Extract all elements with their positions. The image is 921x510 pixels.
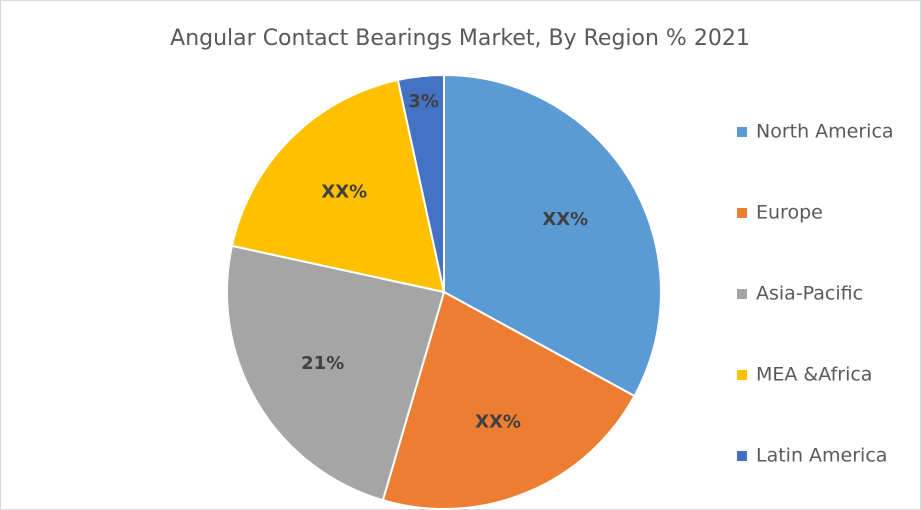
data-label: 21% (301, 353, 344, 374)
legend-label: Asia-Pacific (756, 283, 863, 305)
data-label: XX% (321, 181, 367, 202)
pie-slice (396, 73, 445, 293)
pie-slice (443, 73, 662, 398)
legend-swatch (737, 208, 747, 218)
data-label: XX% (475, 411, 521, 432)
legend-swatch (737, 127, 747, 137)
legend-swatch (737, 289, 747, 299)
pie-slice (230, 78, 446, 294)
chart-title: Angular Contact Bearings Market, By Regi… (170, 26, 750, 51)
legend-swatch (737, 370, 747, 380)
legend-label: Europe (756, 202, 823, 224)
pie-slice (226, 244, 446, 502)
legend-label: MEA &Africa (756, 364, 872, 386)
data-label: XX% (542, 209, 588, 230)
legend-swatch (737, 451, 747, 461)
data-label: 3% (408, 91, 439, 112)
legend-label: North America (756, 121, 894, 143)
legend-label: Latin America (756, 445, 887, 467)
pie-slice (381, 290, 636, 510)
